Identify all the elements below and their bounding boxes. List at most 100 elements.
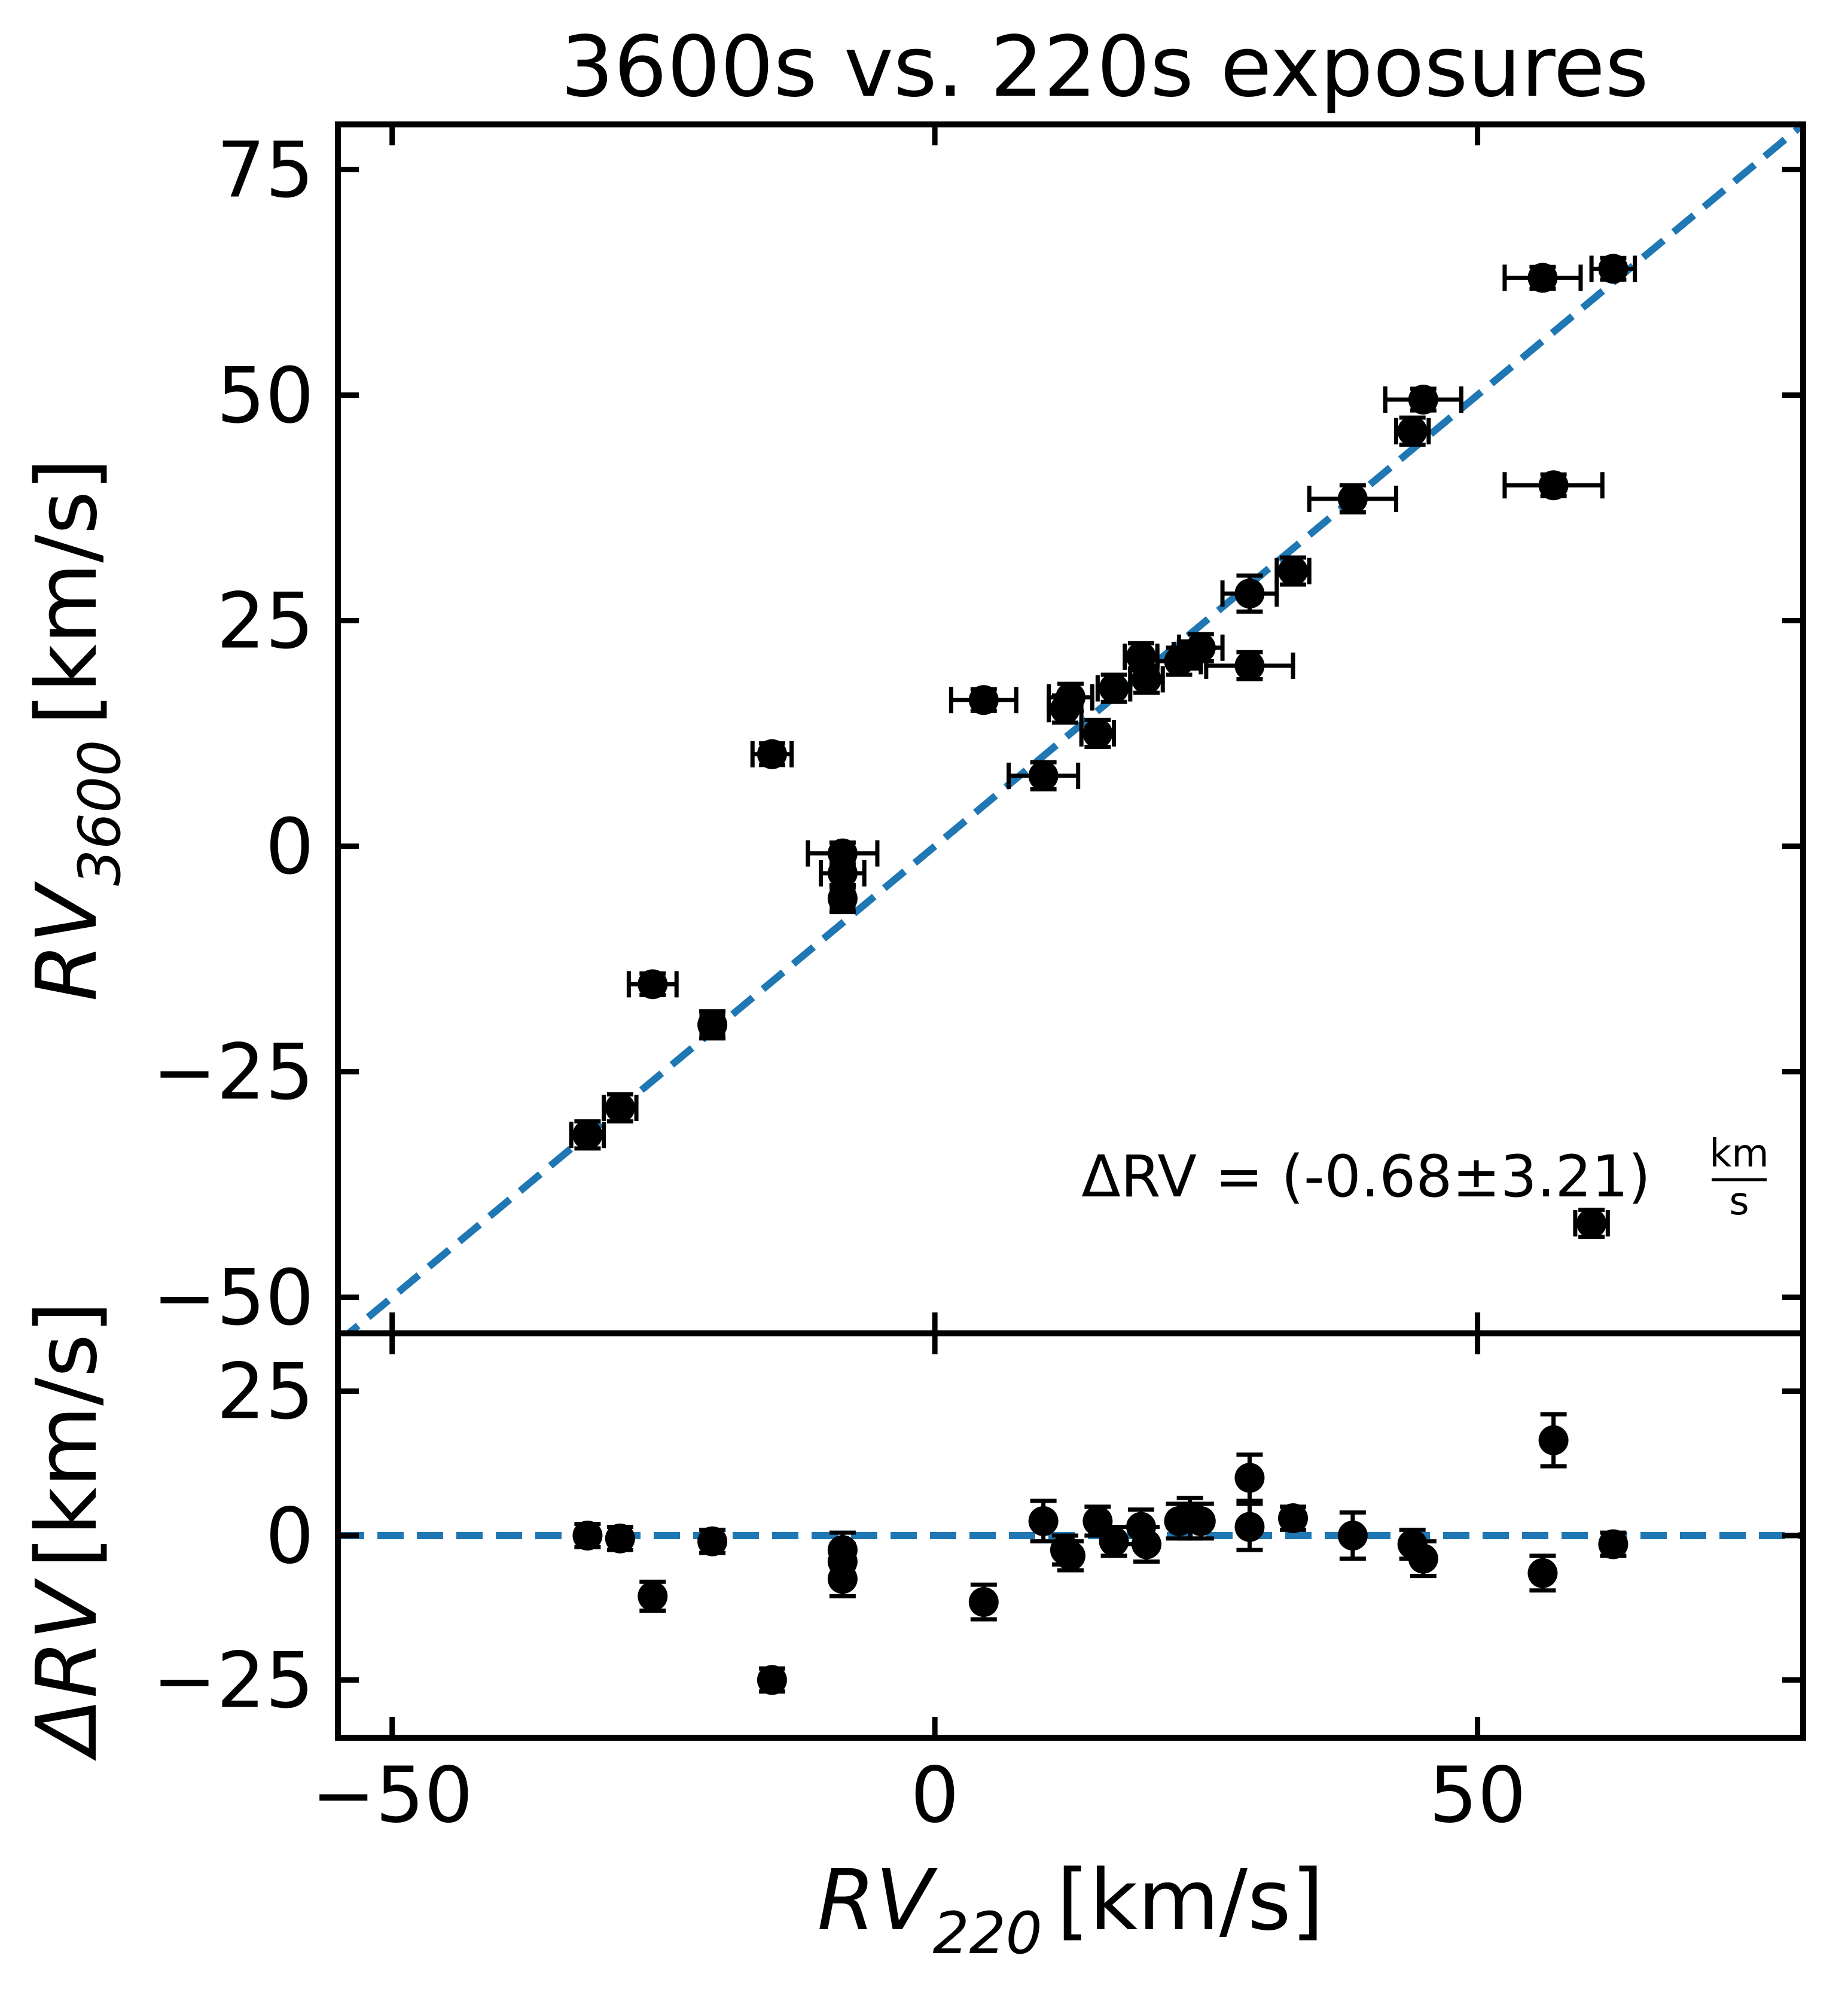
xtick-label: −50: [312, 1751, 473, 1840]
marker: [1056, 682, 1085, 712]
top-ytick-label: 0: [266, 803, 314, 892]
top-data-point: [1573, 1207, 1610, 1239]
marker: [1337, 483, 1368, 514]
xtick-label: 0: [910, 1751, 959, 1840]
marker: [1082, 718, 1113, 749]
top-data-point: [1007, 760, 1081, 792]
top-ylabel-unit: [km/s]: [19, 458, 116, 726]
marker: [1185, 1506, 1216, 1536]
top-data-point: [1095, 672, 1133, 704]
marker: [1278, 1503, 1309, 1534]
top-data-point: [1383, 385, 1463, 415]
bottom-data-point: [1408, 1539, 1438, 1579]
bottom-data-point: [757, 1665, 787, 1695]
top-ytick-label: 25: [216, 577, 314, 666]
marker: [1538, 470, 1569, 501]
bottom-data-point: [638, 1579, 668, 1613]
top-ytick-label: −25: [153, 1028, 314, 1117]
top-data-point: [827, 882, 858, 915]
delta-rv-annotation: ΔRV = (-0.68±3.21) km s: [1081, 1132, 1768, 1224]
bottom-data-point: [1598, 1529, 1629, 1559]
annotation-text: ΔRV = (-0.68±3.21): [1081, 1143, 1651, 1210]
annotation-frac-numerator: km: [1709, 1132, 1768, 1176]
marker: [1056, 1540, 1085, 1571]
marker: [827, 884, 858, 914]
bottom-data-point: [1234, 1452, 1265, 1503]
marker: [1576, 1208, 1607, 1238]
marker: [1234, 650, 1265, 681]
top-data-point: [1274, 555, 1312, 587]
marker: [1234, 1512, 1265, 1542]
top-data-point: [1220, 573, 1279, 614]
bottom-data-point: [1028, 1498, 1059, 1544]
bottom-y-axis-label: ΔRV [km/s]: [19, 1301, 116, 1761]
bottom-data-point: [968, 1582, 999, 1622]
marker: [697, 1526, 728, 1557]
bottom-ytick-label: 0: [266, 1492, 314, 1581]
marker: [757, 739, 787, 769]
bottom-data-point: [1234, 1501, 1265, 1552]
marker: [1408, 1543, 1438, 1574]
marker: [1132, 664, 1162, 695]
bottom-data-point: [827, 1559, 858, 1598]
top-data-point: [697, 1009, 728, 1041]
marker: [1234, 1463, 1265, 1493]
marker: [1538, 1425, 1569, 1455]
top-data-point: [1047, 681, 1094, 713]
xlabel-sub: 220: [933, 1900, 1042, 1967]
marker: [1598, 254, 1629, 284]
top-ytick-label: −50: [153, 1254, 314, 1343]
xlabel-main: RV: [817, 1852, 937, 1950]
bottom-panel-frame: [335, 1330, 1806, 1741]
top-ticks-layer: −50 −25 0 25 50 75: [153, 124, 1803, 1343]
marker: [827, 1564, 858, 1594]
marker: [1099, 673, 1129, 703]
bottom-data-point: [1056, 1539, 1085, 1573]
top-data-point: [626, 969, 679, 1000]
marker: [1234, 578, 1265, 609]
top-data-point: [1079, 717, 1117, 750]
top-data-point: [949, 685, 1018, 715]
bottom-data-point: [1527, 1554, 1558, 1593]
top-data-point: [819, 857, 867, 889]
marker: [968, 685, 999, 715]
top-y-axis-label: RV3600 [km/s]: [19, 458, 133, 1001]
bottom-data-point: [1185, 1501, 1216, 1541]
marker: [697, 1010, 728, 1040]
marker: [638, 1581, 668, 1612]
bottom-ytick-label: 25: [216, 1348, 314, 1437]
bottom-ylabel-main: ΔRV: [19, 1578, 116, 1761]
marker: [605, 1523, 635, 1554]
bottom-data-point: [1132, 1525, 1162, 1564]
marker: [572, 1120, 603, 1150]
bottom-data-point: [697, 1526, 728, 1557]
bottom-data-point: [1278, 1503, 1309, 1534]
bottom-ylabel-unit: [km/s]: [19, 1301, 116, 1568]
marker: [1278, 556, 1309, 586]
bottom-ticks-layer: −25 0 25 −50 0 50: [153, 1333, 1803, 1840]
marker: [1028, 1506, 1059, 1536]
marker: [1527, 263, 1558, 293]
bottom-data-point: [572, 1521, 603, 1551]
top-data-point: [1393, 415, 1431, 447]
marker: [1397, 416, 1428, 446]
top-data-point: [1502, 470, 1605, 501]
bottom-data-point: [1538, 1412, 1569, 1469]
svg-text:RV3600[km/s]: RV3600 [km/s]: [19, 458, 133, 1001]
top-data-point: [569, 1119, 606, 1151]
top-data-point: [602, 1092, 639, 1124]
marker: [638, 969, 668, 1000]
marker: [968, 1587, 999, 1618]
top-ytick-label: 75: [216, 126, 314, 215]
marker: [1598, 1529, 1629, 1559]
svg-text:ΔRV[km/s]: ΔRV [km/s]: [19, 1301, 116, 1761]
marker: [827, 858, 858, 888]
annotation-frac-denominator: s: [1729, 1180, 1749, 1224]
bottom-data-point: [1099, 1525, 1129, 1558]
bottom-ytick-label: −25: [153, 1636, 314, 1725]
marker: [1099, 1526, 1129, 1557]
top-data-point: [1128, 663, 1165, 695]
top-ylabel-sub: 3600: [66, 740, 133, 886]
